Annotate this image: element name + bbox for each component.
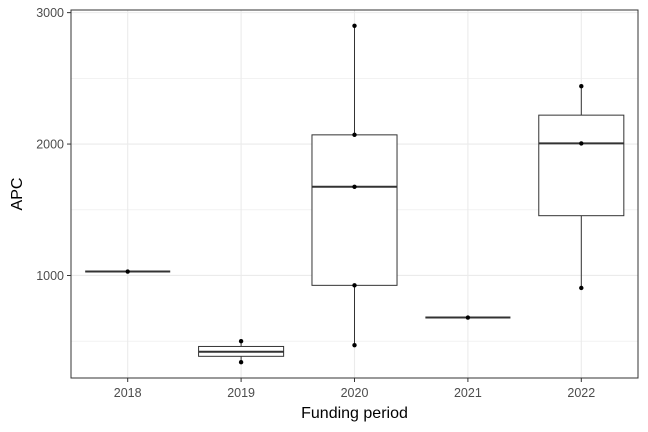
data-point [352,184,357,189]
y-tick-label: 2000 [36,138,64,152]
data-point [352,23,357,28]
y-tick-label: 1000 [36,269,64,283]
box-2022 [538,86,625,288]
data-point [352,132,357,138]
x-axis: 2018 2019 2020 2021 2022 [114,378,595,400]
data-point [579,141,584,146]
data-point [238,360,244,365]
box-body [538,114,625,217]
x-tick-label: 2021 [454,386,482,400]
box-2019 [198,341,285,363]
y-axis: 1000 2000 3000 [36,6,71,283]
box-2020 [311,25,398,346]
x-tick-label: 2022 [567,386,595,400]
y-axis-title: APC [9,178,26,211]
data-point [238,339,244,344]
data-point [352,283,357,288]
x-tick-label: 2018 [114,386,142,400]
data-point [579,285,584,291]
box-series [85,25,625,363]
box-body [311,134,398,286]
x-axis-title: Funding period [301,405,408,422]
data-point [465,315,471,320]
data-point [125,269,130,274]
x-tick-label: 2020 [341,386,369,400]
y-tick-label: 3000 [36,6,64,20]
data-point [579,84,584,89]
x-tick-label: 2019 [227,386,255,400]
data-points [125,23,584,365]
data-point [352,342,357,348]
